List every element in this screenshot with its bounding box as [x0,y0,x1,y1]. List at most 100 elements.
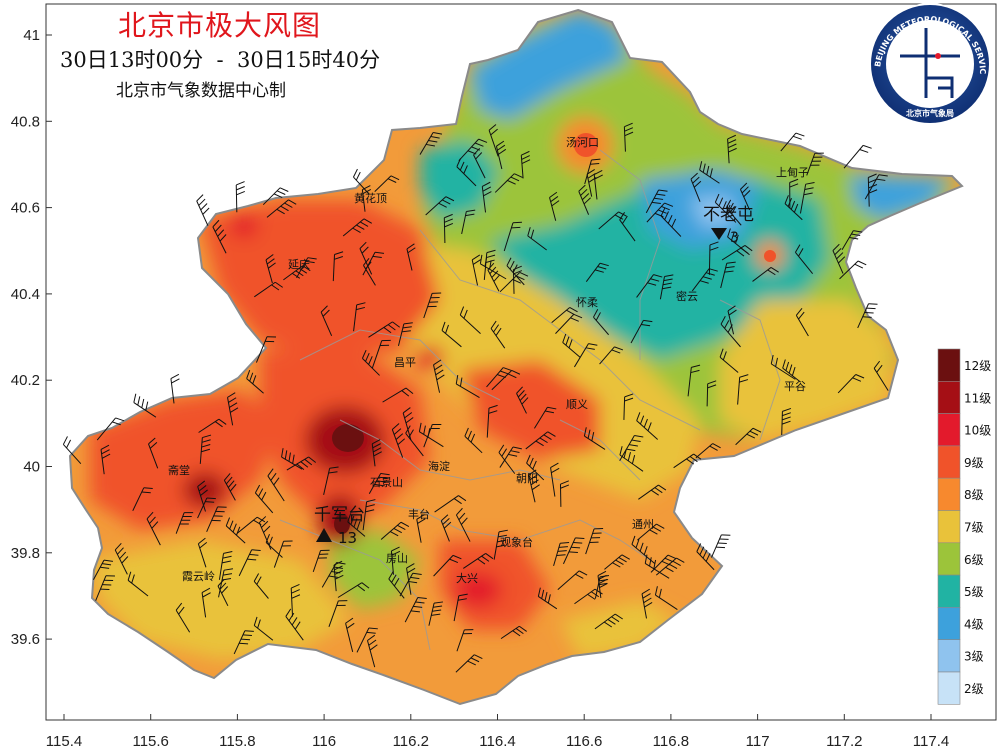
wind-barb [487,262,501,292]
wind-barb [323,466,339,495]
wind-barb [782,359,801,383]
wind-barb [604,554,630,570]
wind-barb [93,559,113,581]
wind-barb [720,316,741,348]
wind-barb [503,221,522,252]
x-tick-label: 115.6 [132,733,168,750]
wind-barb [781,407,792,435]
y-axis: 41 40.8 40.6 40.4 40.2 40 39.8 39.6 [11,27,52,648]
legend-label: 8级 [964,488,984,502]
place-label: 平谷 [784,380,806,393]
legend-swatch [937,607,961,641]
wind-barb [727,134,737,164]
wind-barb [593,169,603,200]
wind-barb [585,262,609,283]
wind-barb [512,265,523,294]
wind-barb [593,309,610,336]
wind-barb [549,191,560,221]
wind-barb [459,306,481,334]
wind-barb [537,587,558,610]
wind-barb [453,593,468,622]
wind-barb [673,453,702,469]
y-tick-label: 40 [23,459,40,476]
wind-barb [196,194,210,226]
wind-barb [520,150,531,179]
wind-barb [714,193,737,223]
wind-barb [440,514,452,542]
wind-barb [418,422,444,448]
wind-barb [428,601,444,626]
wind-barb [585,527,604,555]
wind-barb [362,251,385,276]
weather-vane-icon [900,28,960,98]
wind-barb [253,573,269,599]
wind-barb [127,571,149,597]
wind-barb [867,173,878,207]
wind-barb [390,546,401,575]
x-tick-label: 117.2 [826,733,862,750]
wind-barb [225,517,246,544]
wind-barb [483,249,496,280]
wind-barb [175,602,191,633]
wind-barb [406,563,416,595]
x-tick-label: 115.4 [46,733,82,750]
wind-barb [223,473,237,501]
wind-barb [650,554,677,573]
place-label: 观象台 [500,535,533,549]
wind-barb [197,497,216,519]
wind-barb [494,173,523,193]
wind-barb [347,513,366,537]
wind-barb [598,211,627,230]
place-label: 霞云岭 [182,569,215,583]
legend-swatch [937,413,961,447]
wind-barb [837,374,865,394]
wind-barb [619,434,644,462]
wind-barb [495,140,507,170]
wind-barb [342,218,373,237]
legend-label: 7级 [964,521,984,535]
wind-barb [599,346,624,365]
wind-barb [100,444,111,475]
wind-barb [382,387,414,403]
x-tick-label: 117 [746,733,770,750]
wind-barb [368,321,401,338]
wind-barb [359,241,373,275]
wind-barb [170,373,180,404]
wind-barb [283,265,311,281]
wind-barb [636,274,663,298]
wind-barb [461,209,476,235]
wind-barb [636,412,659,440]
y-tick-label: 40.4 [11,286,40,303]
wind-barb [550,462,560,497]
wind-barb [175,512,194,534]
wind-barb [619,212,636,242]
wind-barb [419,132,443,155]
wind-barb [559,480,570,507]
wind-barb [227,392,239,426]
legend-swatch [937,639,961,673]
wind-barb [236,516,266,534]
wind-barb [654,586,678,610]
place-labels: 汤河口 上甸子 黄花顶 延庆 怀柔 密云 昌平 顺义 平谷 海淀 石景山 朝阳 … [168,135,809,585]
wind-barb [253,616,274,641]
map-frame [45,3,997,721]
wind-barb [481,181,492,213]
wind-barb [631,535,656,564]
wind-barb [739,182,751,211]
place-label: 延庆 [288,257,310,271]
place-label: 昌平 [394,356,416,369]
wind-barb [197,537,208,568]
wind-barb [235,181,245,213]
wind-barb [212,219,227,254]
wind-barb [780,132,805,152]
x-tick-label: 116.8 [653,733,689,750]
wind-barb [198,418,227,433]
y-tick-label: 40.2 [11,372,40,389]
wind-barb [206,506,227,533]
wind-barb [486,404,498,438]
y-tick-label: 39.6 [11,631,40,648]
wind-barb [455,507,471,542]
wind-barb [659,274,674,300]
wind-barb [353,302,366,332]
wind-barb [366,634,378,668]
